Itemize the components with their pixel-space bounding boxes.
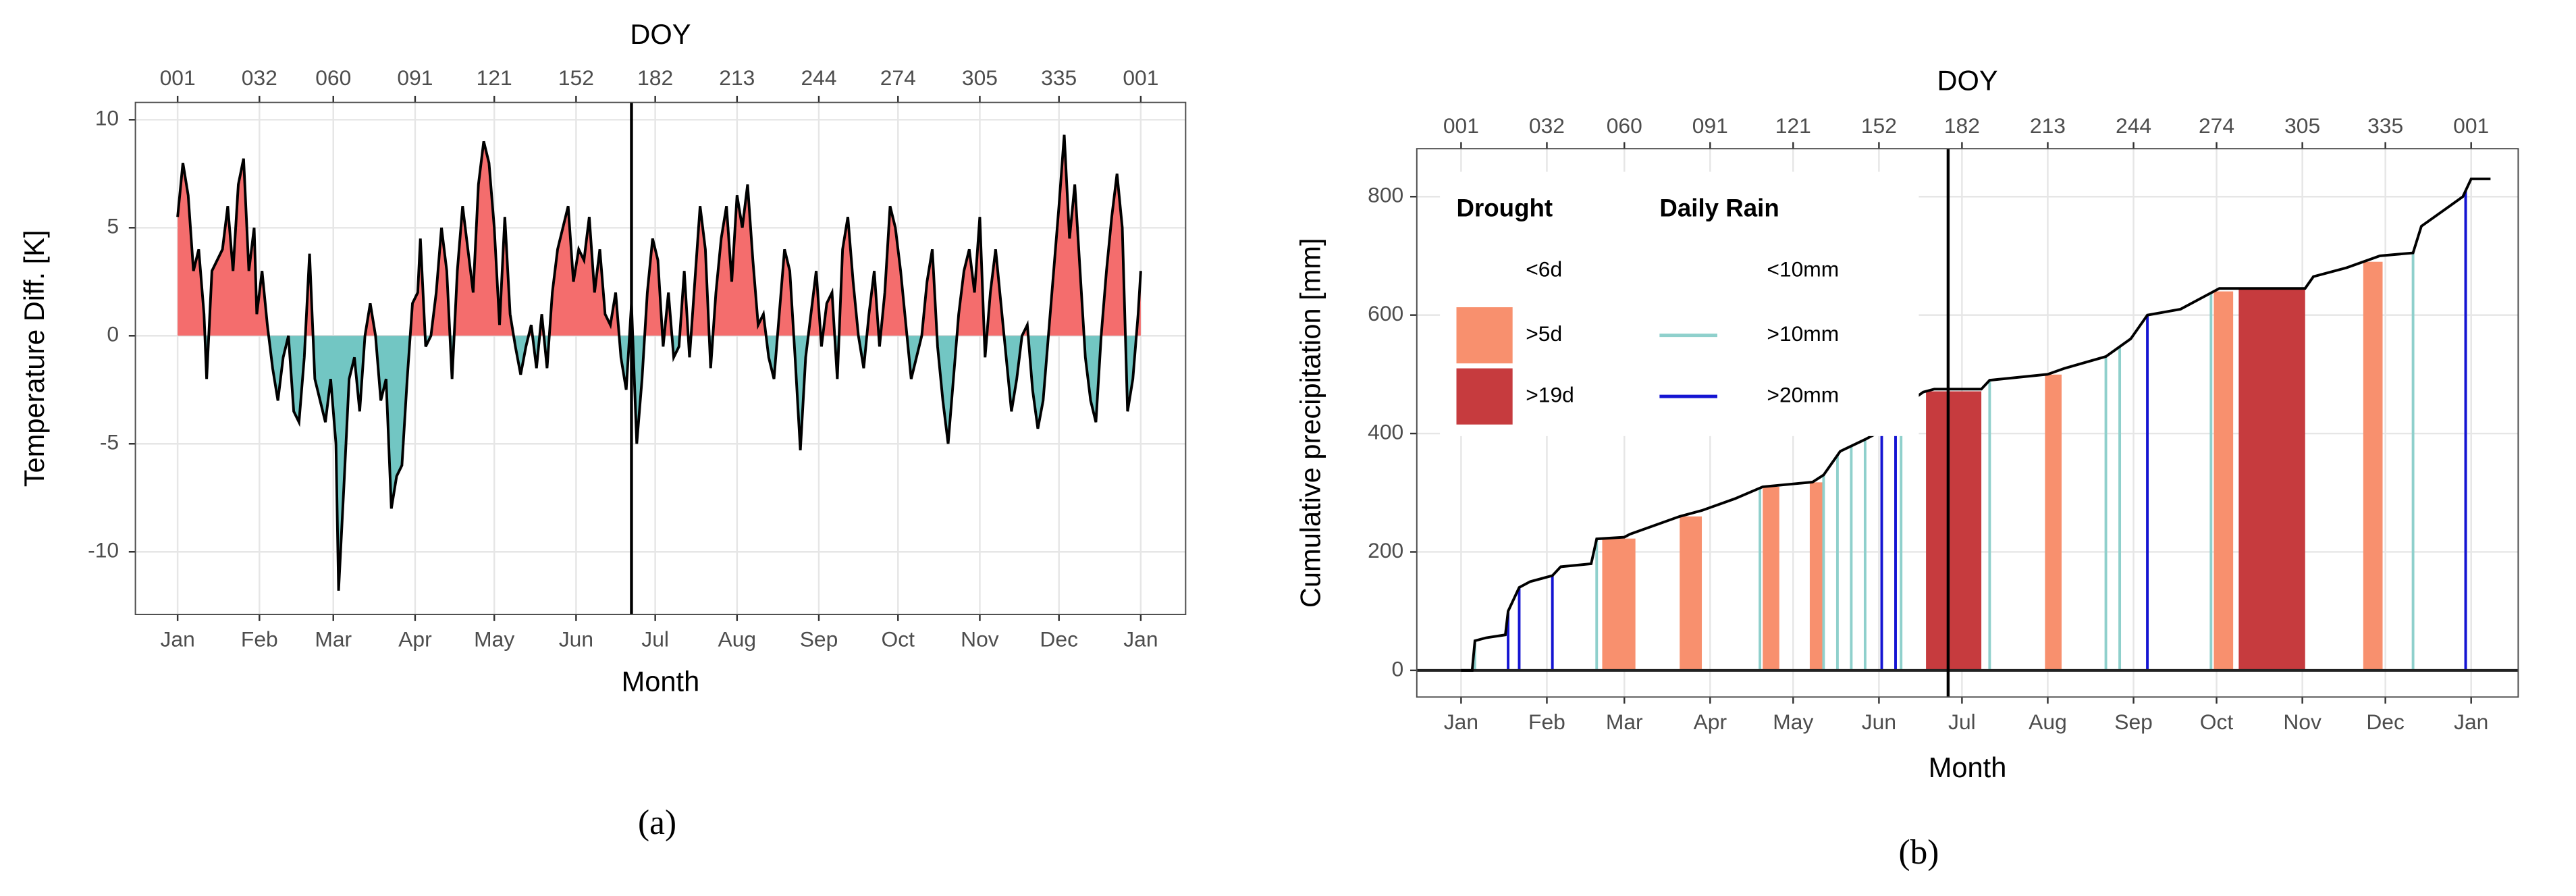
panel-label: (a) <box>638 803 676 842</box>
x2-tick-label: 001 <box>1443 113 1479 138</box>
x-tick-label: Jul <box>641 627 669 652</box>
x2-tick-label: 213 <box>2030 113 2066 138</box>
drought-bar <box>1680 516 1702 670</box>
drought-bar <box>2238 288 2305 670</box>
x2-tick-label: 091 <box>1692 113 1728 138</box>
x-tick-label: Feb <box>241 627 278 652</box>
legend-box <box>1440 172 1919 436</box>
y-tick-label: -5 <box>100 430 119 454</box>
x-tick-label: May <box>1773 710 1813 734</box>
x2-tick-label: 001 <box>2453 113 2489 138</box>
x-tick-label: Sep <box>800 627 838 652</box>
legend-label: <10mm <box>1767 257 1839 282</box>
x-tick-label: Mar <box>1606 710 1643 734</box>
negative-area <box>178 336 1141 591</box>
y-tick-label: 0 <box>1392 656 1404 681</box>
x-tick-label: Aug <box>2029 710 2067 734</box>
y-tick-label: 0 <box>107 322 119 346</box>
panel: Jan Feb Mar Apr May Jun Jul Aug Sep Oct Nov Dec Jan 0… <box>1295 64 2519 872</box>
x2-tick-label: 152 <box>558 65 594 90</box>
x-tick-label: Dec <box>2366 710 2405 734</box>
drought-bar <box>1809 482 1824 670</box>
x2-tick-label: 032 <box>1529 113 1565 138</box>
legend-swatch <box>1456 307 1513 364</box>
y-axis-title: Cumulative precipitation [mm] <box>1295 238 1326 608</box>
x2-tick-label: 060 <box>1607 113 1642 138</box>
x2-tick-label: 182 <box>1944 113 1980 138</box>
y-tick-label: 5 <box>107 214 119 238</box>
y-tick-label: 800 <box>1368 183 1403 207</box>
x2-tick-label: 001 <box>160 65 196 90</box>
x2-axis-title: DOY <box>630 18 691 50</box>
x-tick-label: Jun <box>1862 710 1896 734</box>
panel: Jan Feb Mar Apr May Jun Jul Aug Sep Oct Nov Dec Jan 0… <box>18 18 1187 842</box>
x2-tick-label: 152 <box>1861 113 1897 138</box>
legend-label: >20mm <box>1767 383 1839 407</box>
x2-tick-label: 305 <box>962 65 998 90</box>
x-tick-label: Apr <box>1694 710 1727 734</box>
plot-border <box>134 101 1187 615</box>
legend-label: >10mm <box>1767 321 1839 346</box>
y-tick-label: 10 <box>95 106 119 130</box>
x2-tick-label: 182 <box>637 65 673 90</box>
legend-label: <6d <box>1526 257 1562 282</box>
x2-tick-label: 091 <box>397 65 433 90</box>
x-tick-label: Jul <box>1948 710 1976 734</box>
x-tick-label: Oct <box>2200 710 2234 734</box>
drought-bar <box>2213 291 2234 670</box>
x-tick-label: Aug <box>718 627 757 652</box>
x-tick-label: Jan <box>1444 710 1478 734</box>
legend-label: >5d <box>1526 321 1562 346</box>
panel-label: (b) <box>1898 833 1939 872</box>
x-tick-label: Nov <box>961 627 999 652</box>
x-axis-title: Month <box>622 666 700 697</box>
x2-tick-label: 335 <box>2367 113 2403 138</box>
x2-tick-label: 274 <box>2199 113 2234 138</box>
y-axis-title: Temperature Diff. [K] <box>18 230 50 487</box>
x2-tick-label: 213 <box>719 65 755 90</box>
legend-swatch <box>1456 368 1513 425</box>
x-tick-label: Jan <box>2454 710 2488 734</box>
drought-bar <box>2045 374 2062 670</box>
x2-axis-title: DOY <box>1937 64 1998 96</box>
x-tick-label: Feb <box>1528 710 1565 734</box>
y-tick-label: 600 <box>1368 301 1403 325</box>
x2-tick-label: 121 <box>477 65 512 90</box>
x-tick-label: Oct <box>882 627 915 652</box>
x2-tick-label: 060 <box>315 65 351 90</box>
legend-title: Drought <box>1457 194 1553 221</box>
x2-tick-label: 335 <box>1041 65 1077 90</box>
x2-tick-label: 274 <box>880 65 916 90</box>
legend-title: Daily Rain <box>1659 194 1779 221</box>
x-tick-label: Dec <box>1040 627 1078 652</box>
x-axis-title: Month <box>1929 752 2007 783</box>
x2-tick-label: 244 <box>2116 113 2151 138</box>
x2-tick-label: 305 <box>2284 113 2320 138</box>
y-tick-label: -10 <box>88 538 119 562</box>
plot-border <box>1416 148 2519 698</box>
x2-tick-label: 121 <box>1775 113 1811 138</box>
drought-bar <box>1926 391 1982 670</box>
drought-bar <box>1763 486 1779 670</box>
drought-bar <box>2363 261 2383 670</box>
x-tick-label: Sep <box>2114 710 2153 734</box>
x-tick-label: Jan <box>160 627 194 652</box>
y-tick-label: 200 <box>1368 538 1403 562</box>
x-tick-label: Nov <box>2283 710 2322 734</box>
legend-label: >19d <box>1526 383 1574 407</box>
x-tick-label: Jun <box>559 627 593 652</box>
x-tick-label: Jan <box>1123 627 1158 652</box>
x-tick-label: Apr <box>398 627 432 652</box>
x2-tick-label: 032 <box>242 65 277 90</box>
y-tick-label: 400 <box>1368 419 1403 444</box>
x-tick-label: Mar <box>315 627 352 652</box>
x2-tick-label: 001 <box>1123 65 1158 90</box>
x2-tick-label: 244 <box>801 65 836 90</box>
x-tick-label: May <box>474 627 514 652</box>
drought-bar <box>1602 538 1636 670</box>
line <box>176 134 1142 591</box>
